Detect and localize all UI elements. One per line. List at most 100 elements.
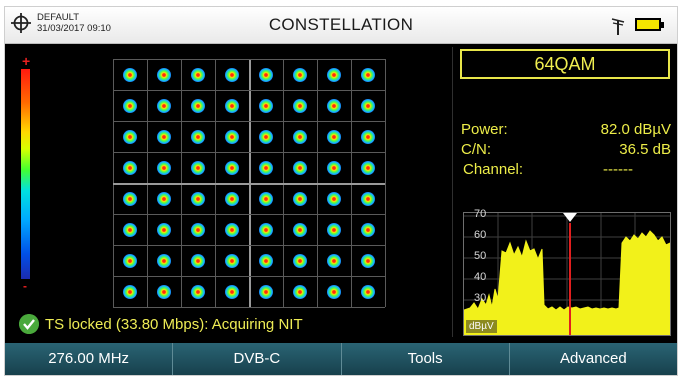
constellation-symbol	[191, 222, 205, 237]
antenna-icon	[611, 18, 625, 35]
constellation-symbol	[123, 284, 137, 299]
constellation-symbol	[123, 253, 137, 268]
constellation-symbol	[225, 222, 239, 237]
constellation-symbol	[225, 253, 239, 268]
battery-icon	[635, 18, 661, 31]
constellation-symbol	[157, 160, 171, 175]
constellation-symbol	[123, 222, 137, 237]
colorscale-max-label: +	[22, 53, 31, 69]
constellation-symbol	[361, 98, 375, 113]
constellation-symbol	[191, 67, 205, 82]
analyzer-screen: DEFAULT 31/03/2017 09:10 CONSTELLATION +…	[4, 6, 678, 376]
constellation-symbol	[157, 98, 171, 113]
cn-row: C/N: 36.5 dB	[461, 141, 671, 161]
grid-line-horizontal	[113, 59, 385, 60]
power-row: Power: 82.0 dBµV	[461, 121, 671, 141]
grid-line-horizontal	[113, 183, 385, 185]
constellation-symbol	[293, 67, 307, 82]
spectrum-unit: dBµV	[466, 320, 497, 333]
constellation-symbol	[157, 253, 171, 268]
constellation-symbol	[361, 222, 375, 237]
grid-line-horizontal	[113, 214, 385, 215]
channel-label: Channel:	[463, 161, 524, 178]
frequency-softkey[interactable]: 276.00 MHz	[48, 350, 130, 367]
constellation-symbol	[259, 222, 273, 237]
constellation-symbol	[157, 284, 171, 299]
constellation-symbol	[191, 284, 205, 299]
profile-name: DEFAULT	[37, 12, 80, 23]
constellation-symbol	[225, 284, 239, 299]
y-tick-40: 40	[474, 271, 487, 283]
constellation-symbol	[225, 129, 239, 144]
constellation-symbol	[259, 191, 273, 206]
grid-line-horizontal	[113, 121, 385, 122]
profile-info: DEFAULT 31/03/2017 09:10	[37, 12, 111, 34]
constellation-symbol	[259, 67, 273, 82]
grid-line-vertical	[385, 59, 386, 307]
constellation-symbol	[327, 284, 341, 299]
constellation-symbol	[361, 191, 375, 206]
datetime: 31/03/2017 09:10	[37, 23, 111, 34]
status-text: TS locked (33.80 Mbps): Acquiring NIT	[45, 316, 303, 333]
constellation-symbol	[327, 253, 341, 268]
constellation-symbol	[191, 129, 205, 144]
y-tick-70: 70	[474, 208, 487, 220]
page-title: CONSTELLATION	[268, 15, 414, 34]
constellation-symbol	[123, 191, 137, 206]
constellation-symbol	[157, 67, 171, 82]
battery-tip	[661, 22, 664, 28]
constellation-symbol	[225, 98, 239, 113]
constellation-symbol	[293, 160, 307, 175]
channel-value: ------	[603, 161, 633, 178]
marker-triangle[interactable]	[563, 213, 577, 222]
constellation-symbol	[293, 129, 307, 144]
standard-softkey[interactable]: DVB-C	[172, 343, 340, 375]
constellation-symbol	[191, 98, 205, 113]
constellation-symbol	[259, 284, 273, 299]
spectrum-trace	[464, 230, 670, 335]
colorscale-min-label: -	[23, 279, 27, 293]
constellation-symbol	[157, 191, 171, 206]
header-bar: DEFAULT 31/03/2017 09:10 CONSTELLATION	[5, 7, 677, 44]
constellation-symbol	[293, 222, 307, 237]
cn-value: 36.5 dB	[619, 141, 671, 158]
constellation-symbol	[361, 253, 375, 268]
spectrum-preview[interactable]: 70 60 50 40 30 dBµV	[463, 208, 671, 336]
density-color-scale	[21, 69, 30, 279]
constellation-symbol	[293, 191, 307, 206]
constellation-symbol	[259, 129, 273, 144]
constellation-diagram	[113, 59, 386, 308]
grid-line-horizontal	[113, 152, 385, 153]
status-bar: TS locked (33.80 Mbps): Acquiring NIT	[19, 313, 419, 337]
constellation-symbol	[259, 253, 273, 268]
grid-line-horizontal	[113, 90, 385, 91]
tools-softkey[interactable]: Tools	[340, 343, 509, 375]
constellation-symbol	[361, 129, 375, 144]
constellation-symbol	[157, 222, 171, 237]
modulation-badge: 64QAM	[460, 49, 670, 79]
constellation-symbol	[225, 160, 239, 175]
constellation-symbol	[327, 67, 341, 82]
constellation-symbol	[123, 129, 137, 144]
constellation-symbol	[191, 191, 205, 206]
constellation-symbol	[361, 284, 375, 299]
crosshair-icon[interactable]	[11, 13, 31, 33]
constellation-symbol	[327, 129, 341, 144]
constellation-symbol	[225, 191, 239, 206]
softkey-bar: 276.00 MHz DVB-C Tools Advanced	[5, 343, 677, 375]
constellation-symbol	[157, 129, 171, 144]
power-label: Power:	[461, 121, 508, 138]
constellation-symbol	[123, 67, 137, 82]
constellation-symbol	[327, 191, 341, 206]
grid-line-horizontal	[113, 276, 385, 277]
constellation-symbol	[327, 222, 341, 237]
constellation-symbol	[327, 160, 341, 175]
constellation-symbol	[191, 160, 205, 175]
constellation-symbol	[293, 284, 307, 299]
constellation-symbol	[327, 98, 341, 113]
channel-row: Channel: ------	[461, 161, 671, 181]
constellation-symbol	[123, 98, 137, 113]
y-tick-50: 50	[474, 250, 487, 262]
constellation-symbol	[259, 160, 273, 175]
advanced-softkey[interactable]: Advanced	[508, 343, 677, 375]
